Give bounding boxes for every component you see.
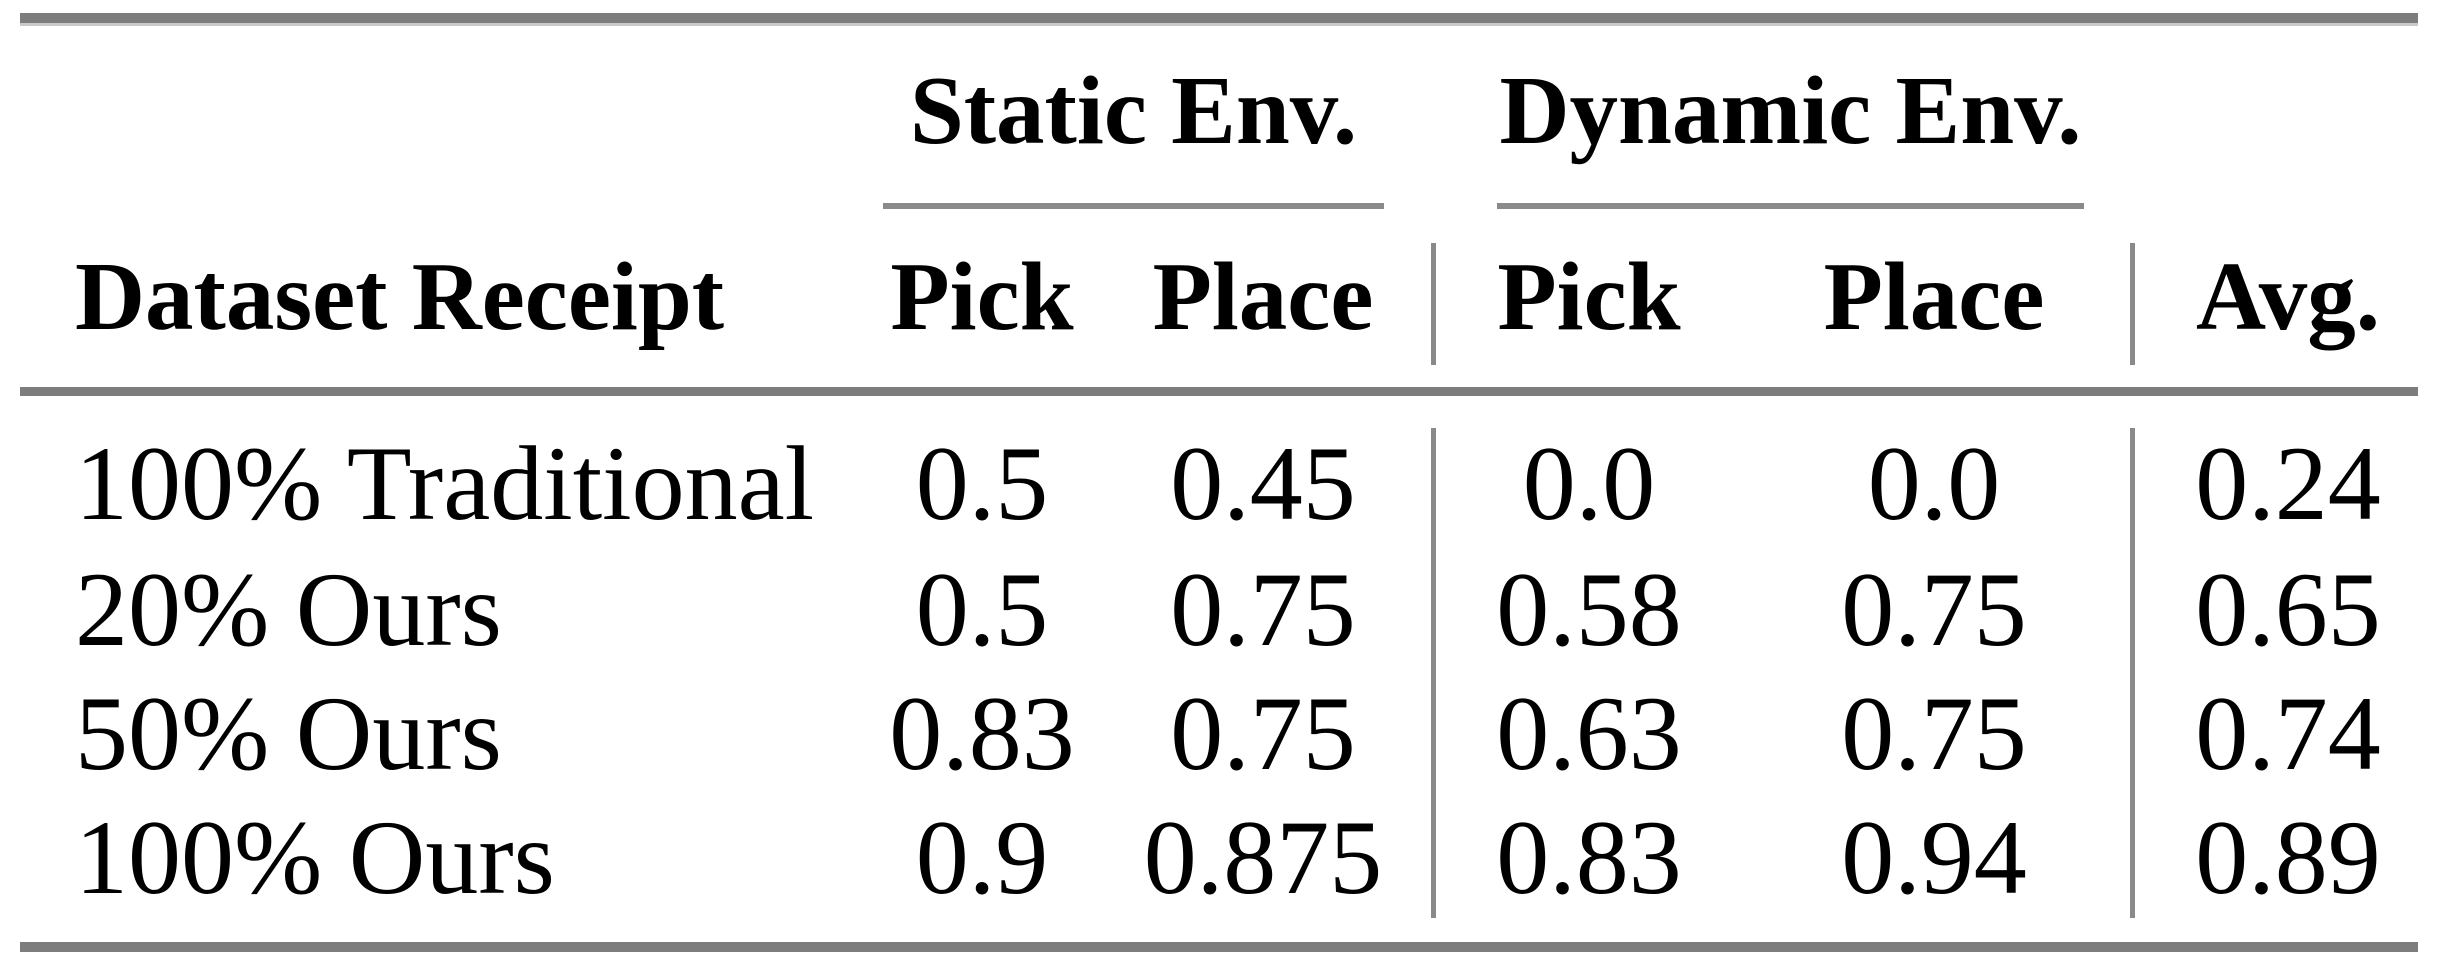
cell-r0-static-pick: 0.5 (915, 425, 1049, 542)
group-header-dynamic-env: Dynamic Env. (1499, 57, 2082, 164)
cell-r3-avg: 0.89 (2195, 799, 2381, 916)
cell-r2-avg: 0.74 (2195, 675, 2381, 792)
col-header-dynamic-pick: Pick (1497, 243, 1681, 350)
dynamic-env-underline (1497, 203, 2084, 209)
cell-r1-static-place: 0.75 (1170, 551, 1356, 668)
col-header-avg: Avg. (2195, 243, 2381, 350)
cell-r0-avg: 0.24 (2195, 425, 2381, 542)
avg-divider-header (2130, 243, 2135, 365)
cell-r1-avg: 0.65 (2195, 551, 2381, 668)
top-rule (20, 13, 2418, 23)
cell-r3-dynamic-pick: 0.83 (1496, 799, 1682, 916)
bottom-rule (20, 942, 2418, 952)
header-separator-rule (20, 387, 2418, 396)
row-label-50-ours: 50% Ours (75, 675, 502, 792)
cell-r2-dynamic-place: 0.75 (1841, 675, 2027, 792)
cell-r1-dynamic-place: 0.75 (1841, 551, 2027, 668)
row-label-100-ours: 100% Ours (75, 799, 555, 916)
cell-r0-dynamic-pick: 0.0 (1522, 425, 1656, 542)
col-header-static-pick: Pick (890, 243, 1074, 350)
top-rule-highlight (20, 23, 2418, 26)
cell-r2-static-place: 0.75 (1170, 675, 1356, 792)
col-header-static-place: Place (1152, 243, 1374, 350)
cell-r1-dynamic-pick: 0.58 (1496, 551, 1682, 668)
cell-r1-static-pick: 0.5 (915, 551, 1049, 668)
avg-divider-body (2130, 428, 2135, 918)
cell-r2-dynamic-pick: 0.63 (1496, 675, 1682, 792)
cell-r0-dynamic-place: 0.0 (1867, 425, 2001, 542)
row-label-100-traditional: 100% Traditional (75, 425, 815, 542)
group-header-static-env: Static Env. (909, 57, 1358, 164)
col-header-dynamic-place: Place (1823, 243, 2045, 350)
static-dynamic-divider-header (1431, 243, 1436, 365)
cell-r0-static-place: 0.45 (1170, 425, 1356, 542)
cell-r2-static-pick: 0.83 (889, 675, 1075, 792)
cell-r3-static-pick: 0.9 (915, 799, 1049, 916)
row-label-20-ours: 20% Ours (75, 551, 502, 668)
cell-r3-dynamic-place: 0.94 (1841, 799, 2027, 916)
cell-r3-static-place: 0.875 (1143, 799, 1383, 916)
col-header-dataset-receipt: Dataset Receipt (75, 243, 725, 350)
static-dynamic-divider-body (1431, 428, 1436, 918)
static-env-underline (883, 203, 1384, 209)
